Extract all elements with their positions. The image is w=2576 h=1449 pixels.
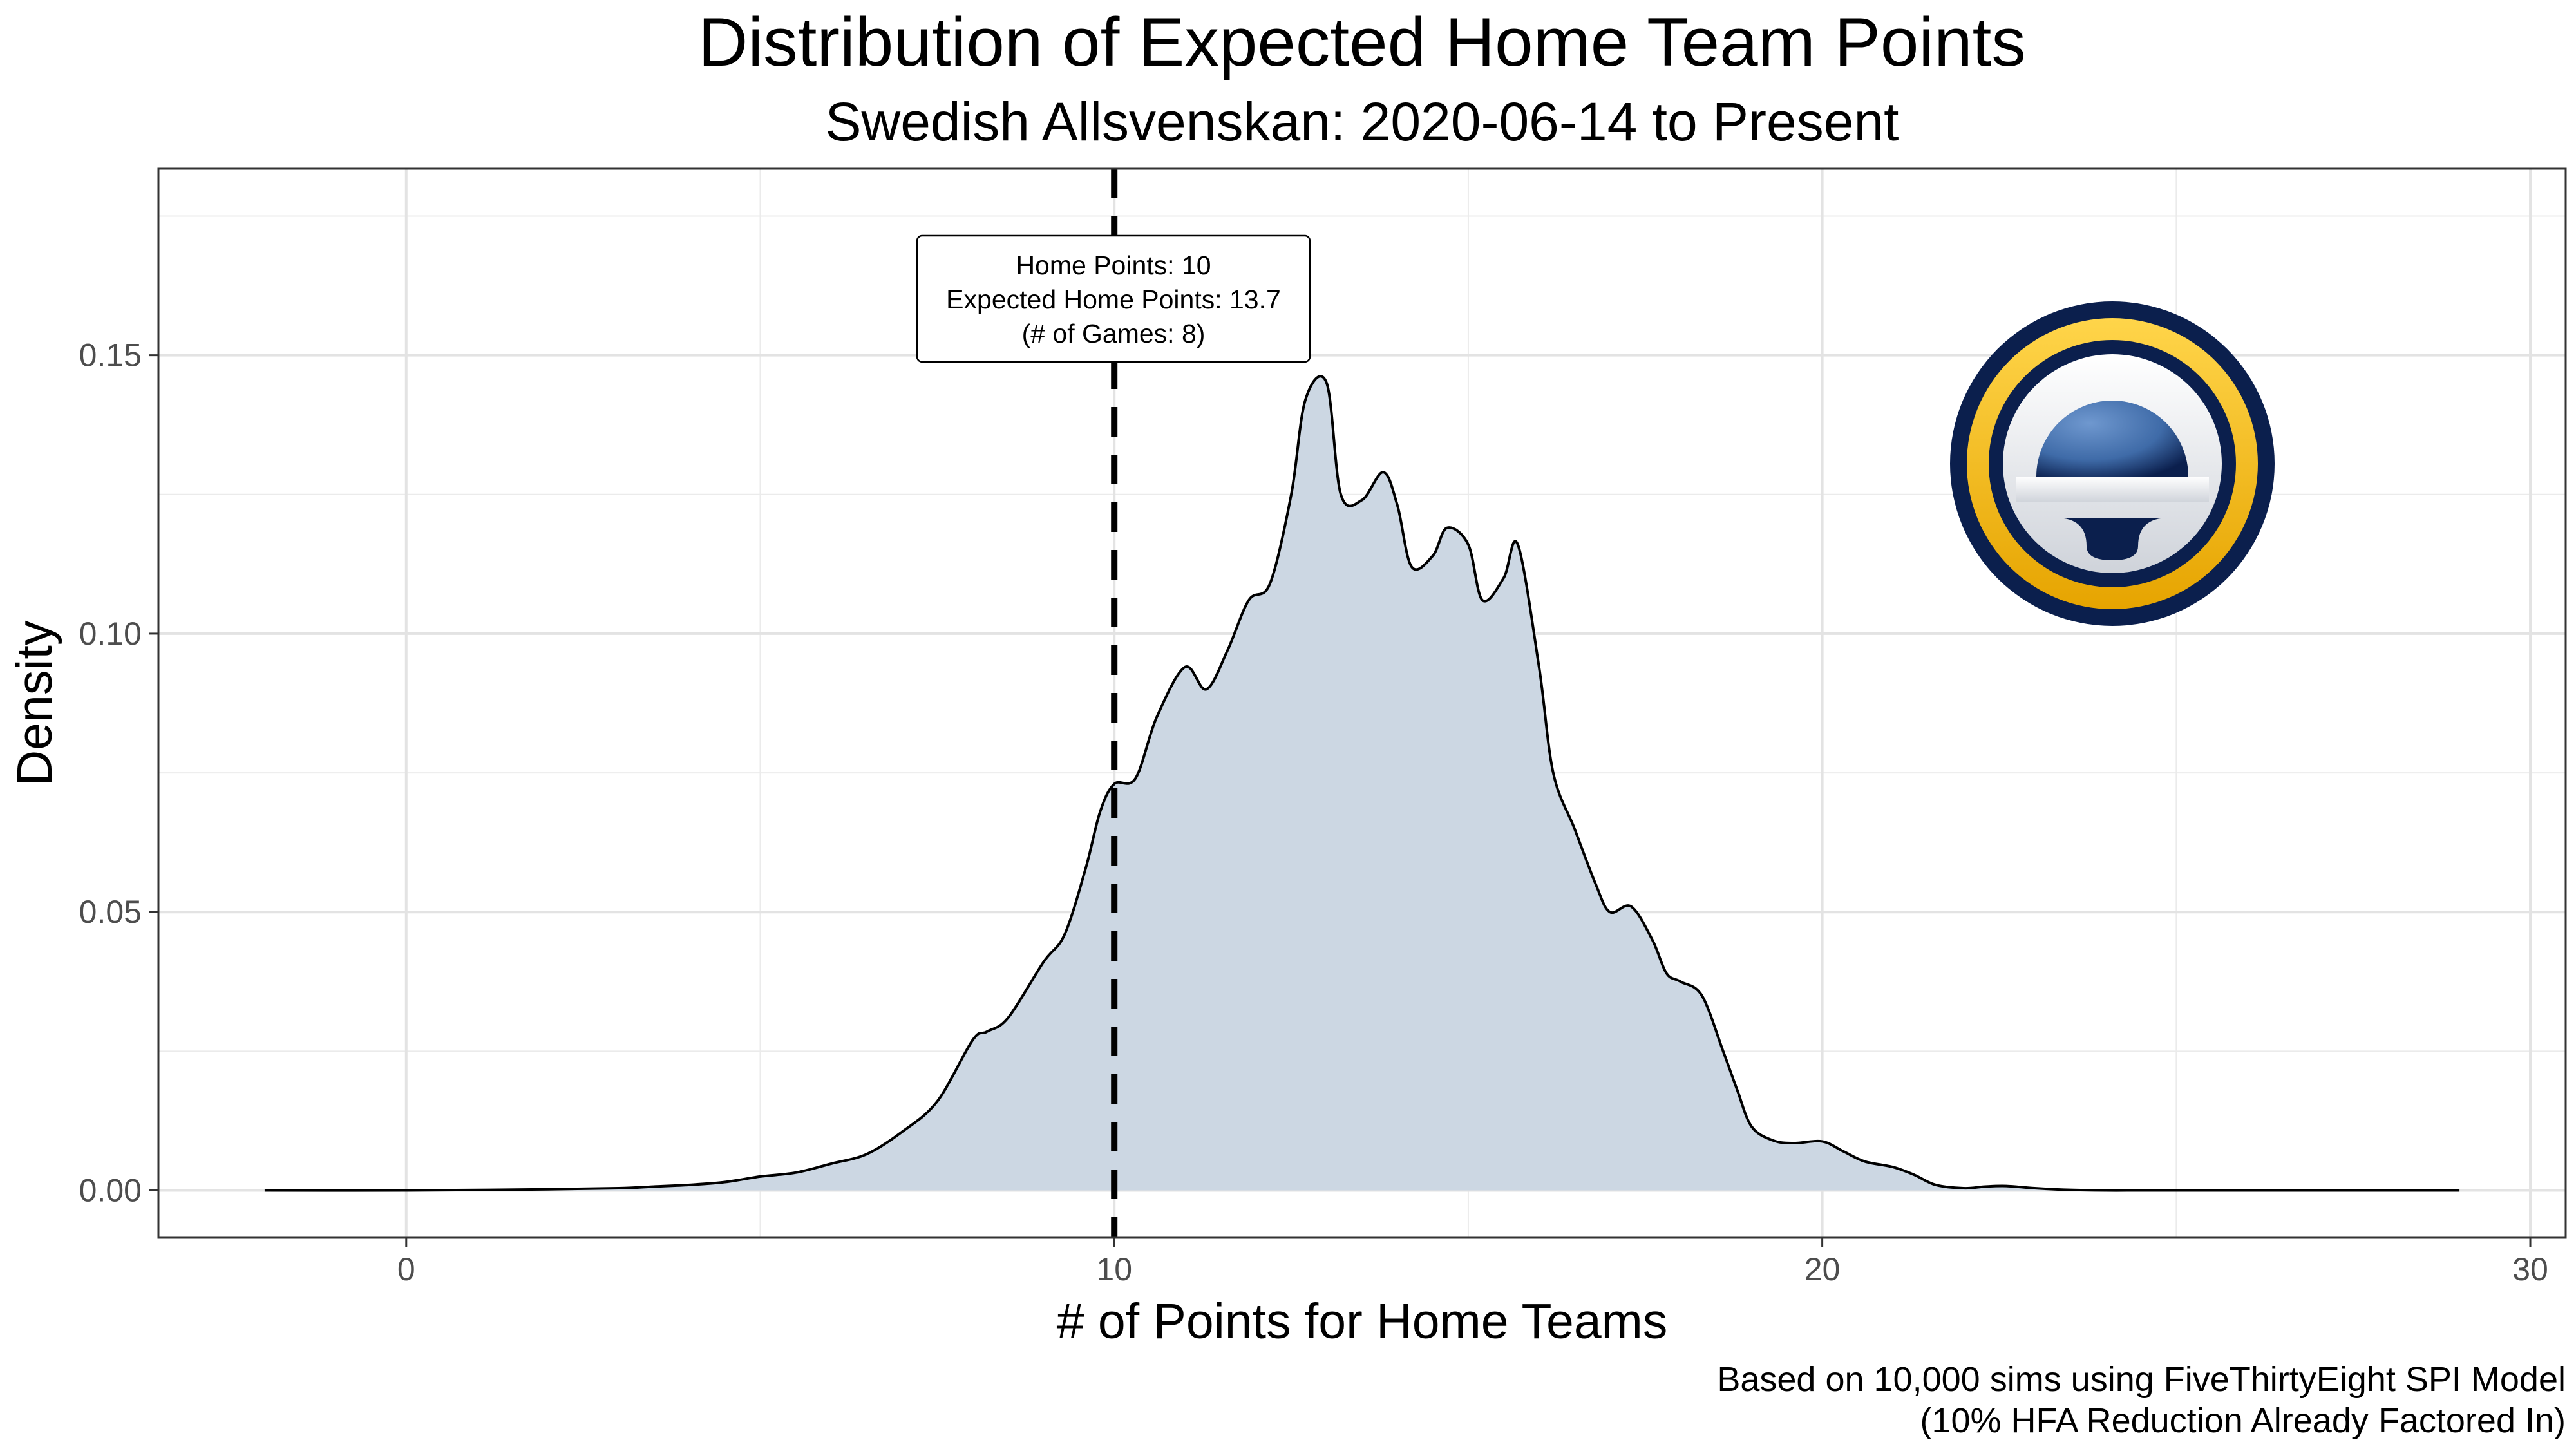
x-axis-title: # of Points for Home Teams (1057, 1294, 1668, 1349)
x-tick-label: 20 (1804, 1251, 1841, 1287)
y-axis-title: Density (7, 620, 62, 786)
y-axis: 0.00 0.05 0.10 0.15 (79, 337, 158, 1209)
annotation-box (916, 234, 1311, 363)
plot-border (157, 167, 2567, 1239)
chart-subtitle: Swedish Allsvenskan: 2020-06-14 to Prese… (826, 91, 1899, 152)
y-tick-label: 0.15 (79, 337, 142, 374)
caption-line-2: (10% HFA Reduction Already Factored In) (1920, 1401, 2566, 1440)
annotation-line-3: (# of Games: 8) (1022, 319, 1206, 348)
x-tick-label: 10 (1096, 1251, 1132, 1287)
chart-title: Distribution of Expected Home Team Point… (698, 3, 2026, 80)
annotation-line-1: Home Points: 10 (1016, 251, 1211, 280)
annotation-label: Home Points: 10 Expected Home Points: 13… (916, 234, 1311, 363)
y-tick-label: 0.10 (79, 616, 142, 652)
y-tick-label: 0.00 (79, 1173, 142, 1209)
density-area (264, 376, 2460, 1191)
x-tick-label: 30 (2512, 1251, 2548, 1287)
caption-line-1: Based on 10,000 sims using FiveThirtyEig… (1717, 1360, 2566, 1399)
allsvenskan-logo (1950, 301, 2275, 626)
density-line (264, 375, 2460, 1192)
annotation-line-2: Expected Home Points: 13.7 (946, 285, 1281, 314)
density-series (264, 375, 2460, 1192)
x-tick-label: 0 (397, 1251, 415, 1287)
x-axis: 0 10 20 30 (397, 1238, 2548, 1287)
y-tick-label: 0.05 (79, 894, 142, 930)
